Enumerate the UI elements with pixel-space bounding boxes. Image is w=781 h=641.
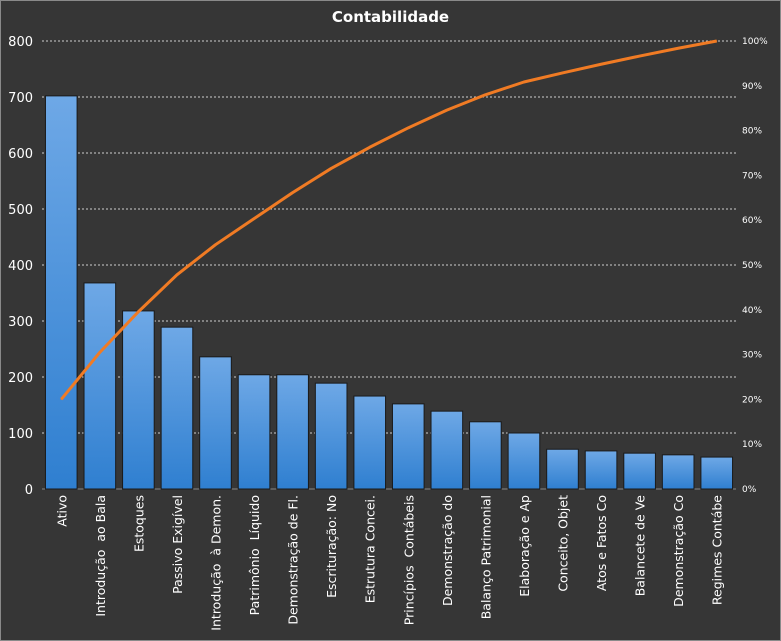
cumulative-point xyxy=(677,47,679,49)
bar xyxy=(430,410,464,490)
bar xyxy=(199,356,232,490)
cumulative-point xyxy=(523,81,525,83)
cumulative-point xyxy=(716,40,718,42)
bar xyxy=(584,450,618,490)
x-tick-label: Escrituração: No xyxy=(324,495,339,598)
y-tick-label: 0 xyxy=(25,483,33,498)
cumulative-point xyxy=(137,311,139,313)
x-tick-label: Balanço Patrimonial xyxy=(478,495,493,619)
bar xyxy=(623,452,656,490)
x-tick-label: Introdução ao Bala xyxy=(93,495,108,617)
y2-tick-label: 40% xyxy=(742,306,762,316)
cumulative-point xyxy=(407,127,409,129)
cumulative-point xyxy=(330,167,332,169)
bar xyxy=(314,382,348,490)
x-tick-label: Balancete de Ve xyxy=(633,495,648,597)
bar xyxy=(469,421,502,490)
y2-tick-label: 70% xyxy=(742,171,762,181)
y2-tick-label: 10% xyxy=(742,440,762,450)
y-tick-label: 800 xyxy=(8,35,33,50)
bar xyxy=(391,403,425,490)
y2-tick-label: 60% xyxy=(742,216,762,226)
y2-tick-label: 20% xyxy=(742,395,762,405)
y2-tick-label: 30% xyxy=(742,351,762,361)
y-tick-label: 100 xyxy=(8,427,33,442)
bar xyxy=(160,326,194,490)
x-tick-label: Princípios Contábeis xyxy=(401,495,416,625)
x-tick-label: Demonstração do xyxy=(440,495,455,606)
y-tick-label: 600 xyxy=(8,147,33,162)
y2-tick-label: 50% xyxy=(742,261,762,271)
cumulative-point xyxy=(292,192,294,194)
bar xyxy=(83,282,117,490)
y2-tick-label: 80% xyxy=(742,127,762,137)
x-tick-label: Demonstração Co xyxy=(671,495,686,607)
y-tick-label: 300 xyxy=(8,315,33,330)
x-tick-label: Demonstração de Fl. xyxy=(286,495,301,625)
bar xyxy=(122,310,155,490)
x-tick-label: Passivo Exigível xyxy=(170,495,185,594)
cumulative-point xyxy=(369,146,371,148)
cumulative-point xyxy=(600,63,602,65)
cumulative-point xyxy=(484,94,486,96)
bar xyxy=(237,374,271,490)
cumulative-line xyxy=(60,39,718,401)
bar xyxy=(276,374,309,490)
x-tick-label: Patrimônio Líquido xyxy=(247,495,262,615)
cumulative-point xyxy=(60,398,62,400)
cumulative-point xyxy=(215,244,216,246)
y2-tick-label: 90% xyxy=(742,82,762,92)
bar xyxy=(507,432,541,490)
x-tick-label: Estrutura Concei. xyxy=(363,495,378,603)
x-tick-label: Elaboração e Ap xyxy=(517,495,532,597)
cumulative-point xyxy=(446,109,448,111)
bar xyxy=(353,395,387,490)
cumulative-point xyxy=(562,72,563,74)
chart-title: Contabilidade xyxy=(331,8,450,26)
y-tick-label: 200 xyxy=(8,371,33,386)
x-tick-label: Introdução à Demon. xyxy=(209,495,224,631)
bar xyxy=(700,456,734,490)
y2-tick-label: 100% xyxy=(742,37,768,47)
cumulative-point xyxy=(176,274,178,276)
x-tick-label: Estoques xyxy=(131,495,146,552)
cumulative-point xyxy=(253,218,255,220)
cumulative-point xyxy=(99,351,101,353)
bar xyxy=(546,448,579,490)
x-tick-label: Atos e Fatos Co xyxy=(594,495,609,591)
bar xyxy=(661,454,695,490)
x-tick-label: Conceito, Objet xyxy=(556,495,571,592)
cumulative-point xyxy=(639,55,641,57)
x-tick-label: Ativo xyxy=(54,495,69,527)
y2-tick-label: 0% xyxy=(742,485,757,495)
y-tick-label: 500 xyxy=(8,203,33,218)
y-tick-label: 400 xyxy=(8,259,33,274)
x-tick-label: Regimes Contábe xyxy=(710,495,725,605)
bar xyxy=(44,95,78,490)
y-tick-label: 700 xyxy=(8,91,33,106)
